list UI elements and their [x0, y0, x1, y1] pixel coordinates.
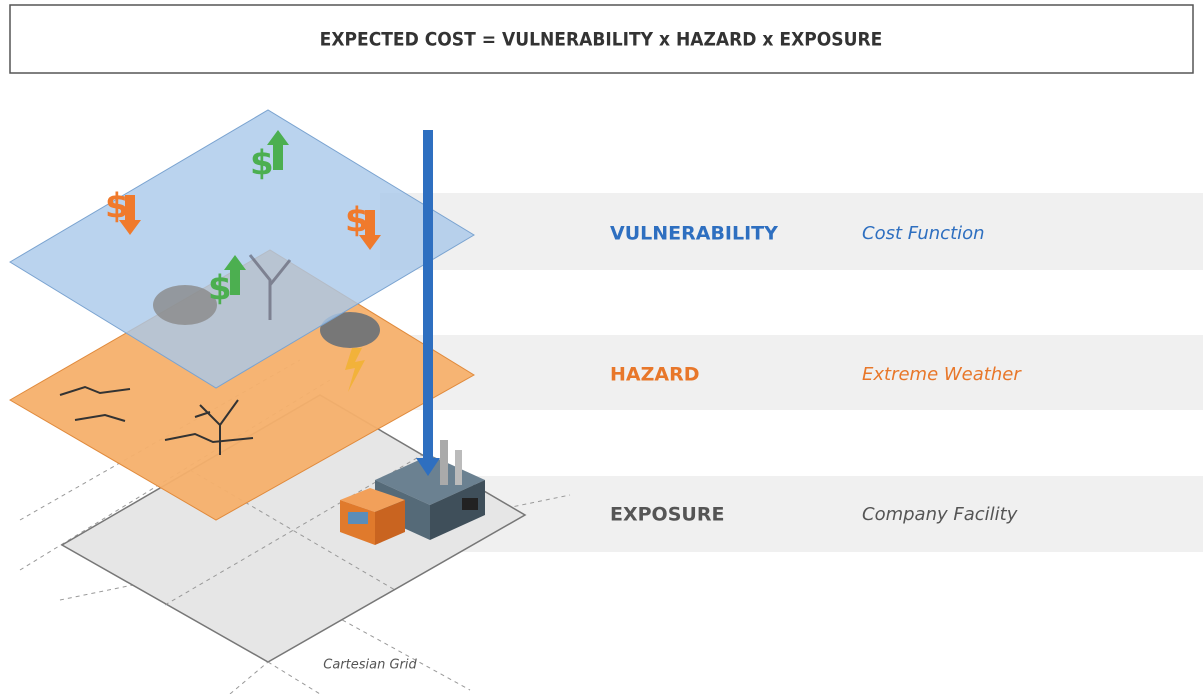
layer-description: Extreme Weather — [862, 364, 1022, 385]
band — [380, 193, 1203, 270]
diagram-canvas: EXPECTED COST = VULNERABILITY x HAZARD x… — [0, 0, 1203, 694]
currency-up: $ — [208, 269, 232, 309]
layer-description: Company Facility — [862, 504, 1018, 525]
arrow — [423, 130, 433, 460]
layer-description: Cost Function — [862, 223, 985, 244]
formula: EXPECTED COST = VULNERABILITY x HAZARD x… — [320, 29, 883, 51]
currency-up: $ — [250, 144, 274, 184]
grid-label: Cartesian Grid — [323, 658, 417, 673]
layer-name: VULNERABILITY — [610, 223, 778, 245]
diagram: EXPECTED COST = VULNERABILITY x HAZARD x… — [0, 0, 1203, 694]
layer-name: HAZARD — [610, 364, 700, 386]
layer-name: EXPOSURE — [610, 504, 724, 526]
band — [380, 335, 1203, 410]
